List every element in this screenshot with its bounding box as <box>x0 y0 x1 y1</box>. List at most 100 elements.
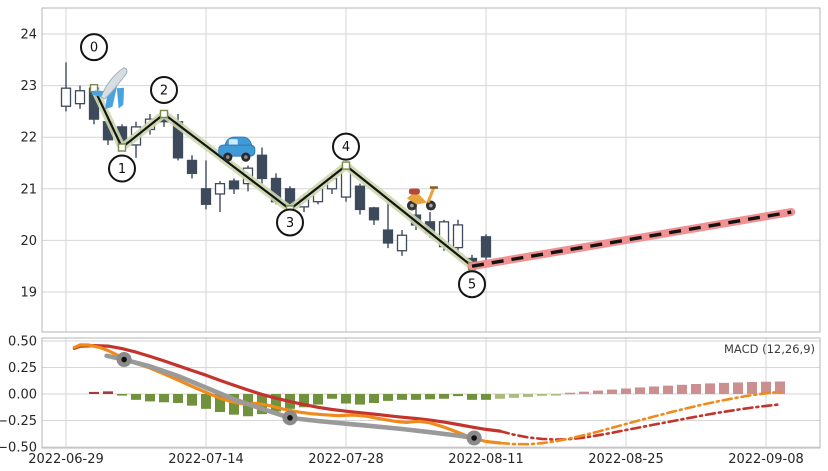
macd-histogram-bar <box>411 394 421 400</box>
price-ytick-label: 20 <box>20 234 37 249</box>
macd-histogram-bar <box>565 392 575 395</box>
macd-histogram-bar <box>313 394 323 405</box>
candle-body <box>354 185 366 211</box>
macd-histogram-bar <box>327 394 337 399</box>
scooter-seat <box>408 188 420 195</box>
macd-histogram-bar <box>467 394 477 400</box>
candle-body <box>382 229 394 244</box>
macd-histogram-bar <box>495 394 505 399</box>
pivot-square-marker <box>341 161 351 170</box>
scooter-column <box>426 186 436 204</box>
candle-body <box>368 207 380 221</box>
price-panel-grid <box>41 7 821 333</box>
macd-histogram-bar <box>663 385 673 394</box>
wave-circle-3 <box>276 208 304 237</box>
wave-number-4: 4 <box>342 140 350 155</box>
scooter-hub <box>410 203 414 208</box>
macd-histogram-bar <box>719 382 729 394</box>
wave-circle-0 <box>80 33 108 62</box>
macd-histogram-bar <box>215 394 225 413</box>
macd-histogram-bar <box>369 394 379 404</box>
macd-ytick-label: 0.25 <box>8 361 37 376</box>
scooter-hub <box>429 203 433 208</box>
macd-histogram-bar <box>677 384 687 394</box>
macd-histogram-bar <box>537 394 547 396</box>
date-xtick-label: 2022-07-14 <box>168 452 244 467</box>
macd-histogram-bar <box>481 394 491 400</box>
macd-histogram-bar <box>607 389 617 394</box>
price-ytick-label: 23 <box>20 79 37 94</box>
date-xtick-label: 2022-09-08 <box>728 452 804 467</box>
car-hubcap <box>244 155 248 159</box>
macd-histogram-bar <box>341 394 351 404</box>
candle-body <box>256 154 268 180</box>
wave-number-0: 0 <box>90 41 98 56</box>
macd-histogram-bar <box>229 394 239 415</box>
date-xtick-label: 2022-06-29 <box>28 452 104 467</box>
macd-histogram-bar <box>201 394 211 409</box>
airplane-icon <box>91 67 128 109</box>
macd-histogram-bar <box>145 394 155 402</box>
macd-params-label: MACD (12,26,9) <box>724 342 815 356</box>
macd-histogram-bar <box>593 390 603 394</box>
wave-circle-2 <box>150 75 178 104</box>
wave-number-labels: 0 1 2 3 4 5 <box>80 33 486 299</box>
macd-histogram-bar <box>453 394 463 397</box>
macd-histogram-bar <box>523 394 533 397</box>
macd-ytick-label: 0.00 <box>8 388 37 403</box>
date-xtick-label: 2022-08-11 <box>448 452 524 467</box>
pivot-square-marker <box>159 109 169 119</box>
panel-border <box>41 7 821 333</box>
macd-histogram-bar <box>271 394 281 412</box>
candle-body <box>284 188 296 205</box>
macd-histogram-bar <box>691 384 701 394</box>
signal-line-forecast <box>498 403 782 441</box>
macd-histogram-bar <box>425 394 435 400</box>
macd-ytick-label: 0.50 <box>8 335 37 350</box>
price-ytick-label: 22 <box>20 131 37 146</box>
price-ytick-label: 19 <box>20 286 37 301</box>
macd-histogram-bar <box>159 394 169 403</box>
candle-body <box>214 182 226 195</box>
wave-circle-1 <box>108 154 136 183</box>
macd-histogram-bar <box>89 391 99 394</box>
pivot-dot-inner <box>287 415 293 421</box>
date-xtick-label: 2022-08-25 <box>588 452 664 467</box>
wave-circle-4 <box>332 132 360 161</box>
macd-lines <box>72 343 782 446</box>
pivot-square-marker <box>117 143 127 152</box>
candle-body <box>228 180 240 190</box>
macd-histogram-bar <box>299 394 309 408</box>
candle-body <box>200 188 212 205</box>
airplane-tail <box>91 90 104 98</box>
macd-histogram-bar <box>397 394 407 400</box>
macd-ytick-label: −0.25 <box>0 414 37 429</box>
price-ytick-label: 24 <box>20 28 37 43</box>
signal-line <box>72 344 502 433</box>
macd-histogram-bar <box>187 394 197 406</box>
macd-histogram-bar <box>383 394 393 401</box>
pivot-dot-inner <box>121 356 127 363</box>
macd-ytick-label: −0.50 <box>0 441 37 456</box>
axis-tick-labels: 1920212223240.500.250.00−0.25−0.502022-0… <box>0 28 804 468</box>
macd-histogram-bar <box>117 394 127 396</box>
wave-number-1: 1 <box>118 162 126 177</box>
macd-histogram-bar <box>355 394 365 405</box>
macd-histogram-bar <box>509 394 519 398</box>
macd-histogram-bar <box>761 381 771 394</box>
macd-histogram-bar <box>621 388 631 394</box>
pivot-square-marker <box>89 83 99 93</box>
forecast-dashed-line <box>471 210 792 268</box>
candle-body <box>186 159 198 174</box>
candle-body <box>396 234 408 252</box>
wave-number-3: 3 <box>286 216 294 231</box>
macd-histogram-bar <box>733 382 743 394</box>
macd-histogram-bar <box>579 391 589 394</box>
elliott-wave-zigzag <box>89 83 477 271</box>
macd-histogram-bar <box>131 394 141 400</box>
zigzag-line <box>93 87 473 268</box>
airplane-wing <box>116 87 125 109</box>
macd-histogram-bar <box>551 394 561 396</box>
